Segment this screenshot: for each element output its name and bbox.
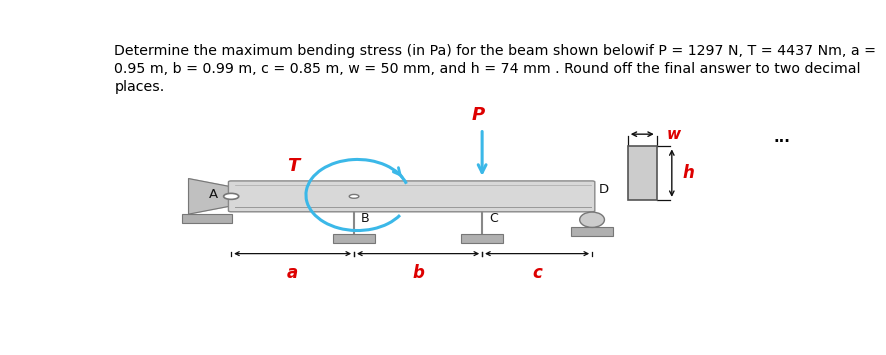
Bar — [571, 228, 612, 236]
Text: D: D — [598, 184, 609, 196]
Bar — [182, 214, 231, 223]
Text: places.: places. — [114, 80, 165, 93]
Text: h: h — [681, 164, 693, 182]
Text: C: C — [488, 212, 497, 225]
FancyBboxPatch shape — [229, 181, 595, 212]
Text: ...: ... — [773, 130, 789, 145]
Text: a: a — [287, 264, 298, 282]
Text: B: B — [361, 212, 369, 225]
Text: w: w — [666, 127, 680, 142]
Ellipse shape — [579, 212, 603, 228]
Circle shape — [349, 195, 359, 198]
Polygon shape — [189, 179, 231, 214]
Bar — [333, 234, 374, 243]
Text: Determine the maximum bending stress (in Pa) for the beam shown belowif P = 1297: Determine the maximum bending stress (in… — [114, 44, 875, 58]
Text: P: P — [471, 106, 485, 124]
Bar — [627, 147, 656, 200]
Text: 0.95 m, b = 0.99 m, c = 0.85 m, w = 50 mm, and h = 74 mm . Round off the final a: 0.95 m, b = 0.99 m, c = 0.85 m, w = 50 m… — [114, 62, 859, 76]
Bar — [461, 234, 502, 243]
Text: T: T — [287, 158, 299, 175]
Circle shape — [223, 193, 238, 200]
Text: c: c — [532, 264, 541, 282]
Text: b: b — [412, 264, 424, 282]
Text: A: A — [209, 188, 218, 201]
